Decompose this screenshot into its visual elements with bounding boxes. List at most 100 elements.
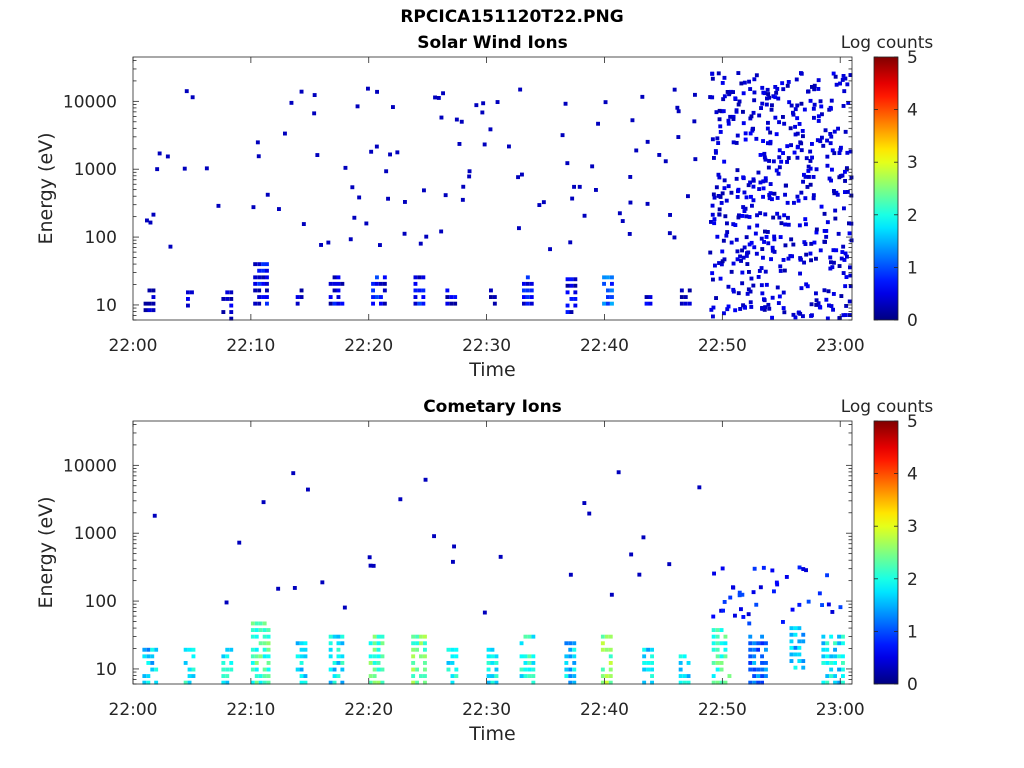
data-cell [844, 275, 849, 279]
data-cell [154, 680, 159, 685]
data-cell [726, 284, 731, 289]
data-cell [371, 295, 375, 299]
data-cell [797, 659, 802, 663]
data-cell [735, 195, 740, 199]
data-cell [608, 654, 613, 659]
data-cell [277, 207, 281, 211]
data-cell [789, 632, 794, 637]
data-cell [803, 217, 808, 222]
data-cell [486, 680, 491, 685]
data-cell [736, 291, 741, 296]
data-cell [829, 661, 834, 665]
data-cell [714, 296, 718, 300]
data-cell [710, 271, 715, 276]
data-cell [679, 301, 684, 306]
data-cell [847, 221, 851, 226]
axes-box [132, 420, 853, 685]
data-cell [380, 641, 385, 646]
data-cell [748, 654, 753, 659]
data-cell [735, 168, 740, 173]
data-cell [380, 667, 385, 672]
data-cell [722, 186, 727, 191]
data-cell [568, 240, 573, 245]
data-cell [731, 114, 736, 119]
data-cell [610, 295, 614, 299]
data-cell [146, 680, 151, 685]
data-cell [445, 301, 450, 306]
data-cell [494, 680, 499, 685]
data-cell [569, 283, 574, 288]
data-cell [147, 288, 152, 293]
data-cell [225, 647, 230, 652]
data-cell [565, 161, 570, 166]
data-cell [716, 71, 721, 76]
data-cell [523, 667, 528, 672]
data-cell [261, 295, 265, 299]
data-cell [682, 654, 687, 659]
data-cell [413, 281, 418, 286]
data-cell [789, 103, 794, 108]
data-cell [568, 667, 573, 672]
data-cell [590, 164, 595, 169]
data-cell [848, 73, 853, 77]
data-cell [451, 559, 455, 564]
data-cell [480, 110, 485, 115]
data-cell [261, 500, 266, 505]
data-cell [804, 568, 808, 573]
data-cell [781, 620, 785, 624]
data-cell [820, 135, 824, 140]
data-cell [759, 236, 764, 241]
data-cell [572, 667, 577, 672]
data-cell [165, 154, 170, 159]
data-cell [785, 160, 789, 164]
data-cell [718, 276, 723, 281]
data-cell [841, 641, 845, 646]
data-cell [724, 233, 729, 238]
data-cell [740, 214, 745, 218]
data-cell [266, 654, 271, 659]
data-cell [785, 83, 790, 88]
data-cell [372, 661, 377, 665]
data-cell [766, 120, 770, 125]
data-cell [453, 301, 458, 306]
data-cell [642, 654, 647, 659]
data-cell [786, 215, 790, 220]
x-tick-label: 22:30 [462, 336, 511, 356]
data-cell [374, 144, 379, 149]
data-cell [761, 179, 766, 184]
data-cell [710, 71, 715, 76]
data-cell [221, 654, 226, 659]
data-cell [386, 196, 390, 201]
data-cell [797, 639, 802, 644]
data-cell [770, 248, 775, 253]
data-cell [758, 211, 763, 216]
data-cell [715, 680, 720, 685]
data-cell [752, 674, 757, 678]
data-cell [295, 641, 300, 646]
data-cell [712, 156, 716, 160]
data-cell [763, 212, 768, 217]
data-cell [811, 106, 816, 111]
data-cell [258, 654, 263, 659]
data-cell [606, 288, 610, 293]
data-cell [733, 613, 737, 618]
data-cell [842, 206, 846, 211]
data-cell [452, 544, 456, 549]
data-cell [229, 290, 234, 295]
data-cell [812, 102, 817, 107]
data-cell [525, 295, 530, 299]
data-cell [151, 308, 156, 313]
data-cell [827, 303, 831, 308]
data-cell [808, 166, 813, 171]
data-cell [731, 289, 736, 294]
data-cell [376, 680, 381, 685]
y-tick-label: 10 [95, 660, 117, 680]
data-cell [441, 91, 445, 96]
data-cell [371, 301, 375, 306]
data-cell [768, 141, 773, 146]
data-cell [814, 303, 819, 307]
data-cell [774, 90, 779, 95]
data-cell [531, 654, 536, 659]
data-cell [570, 196, 575, 201]
